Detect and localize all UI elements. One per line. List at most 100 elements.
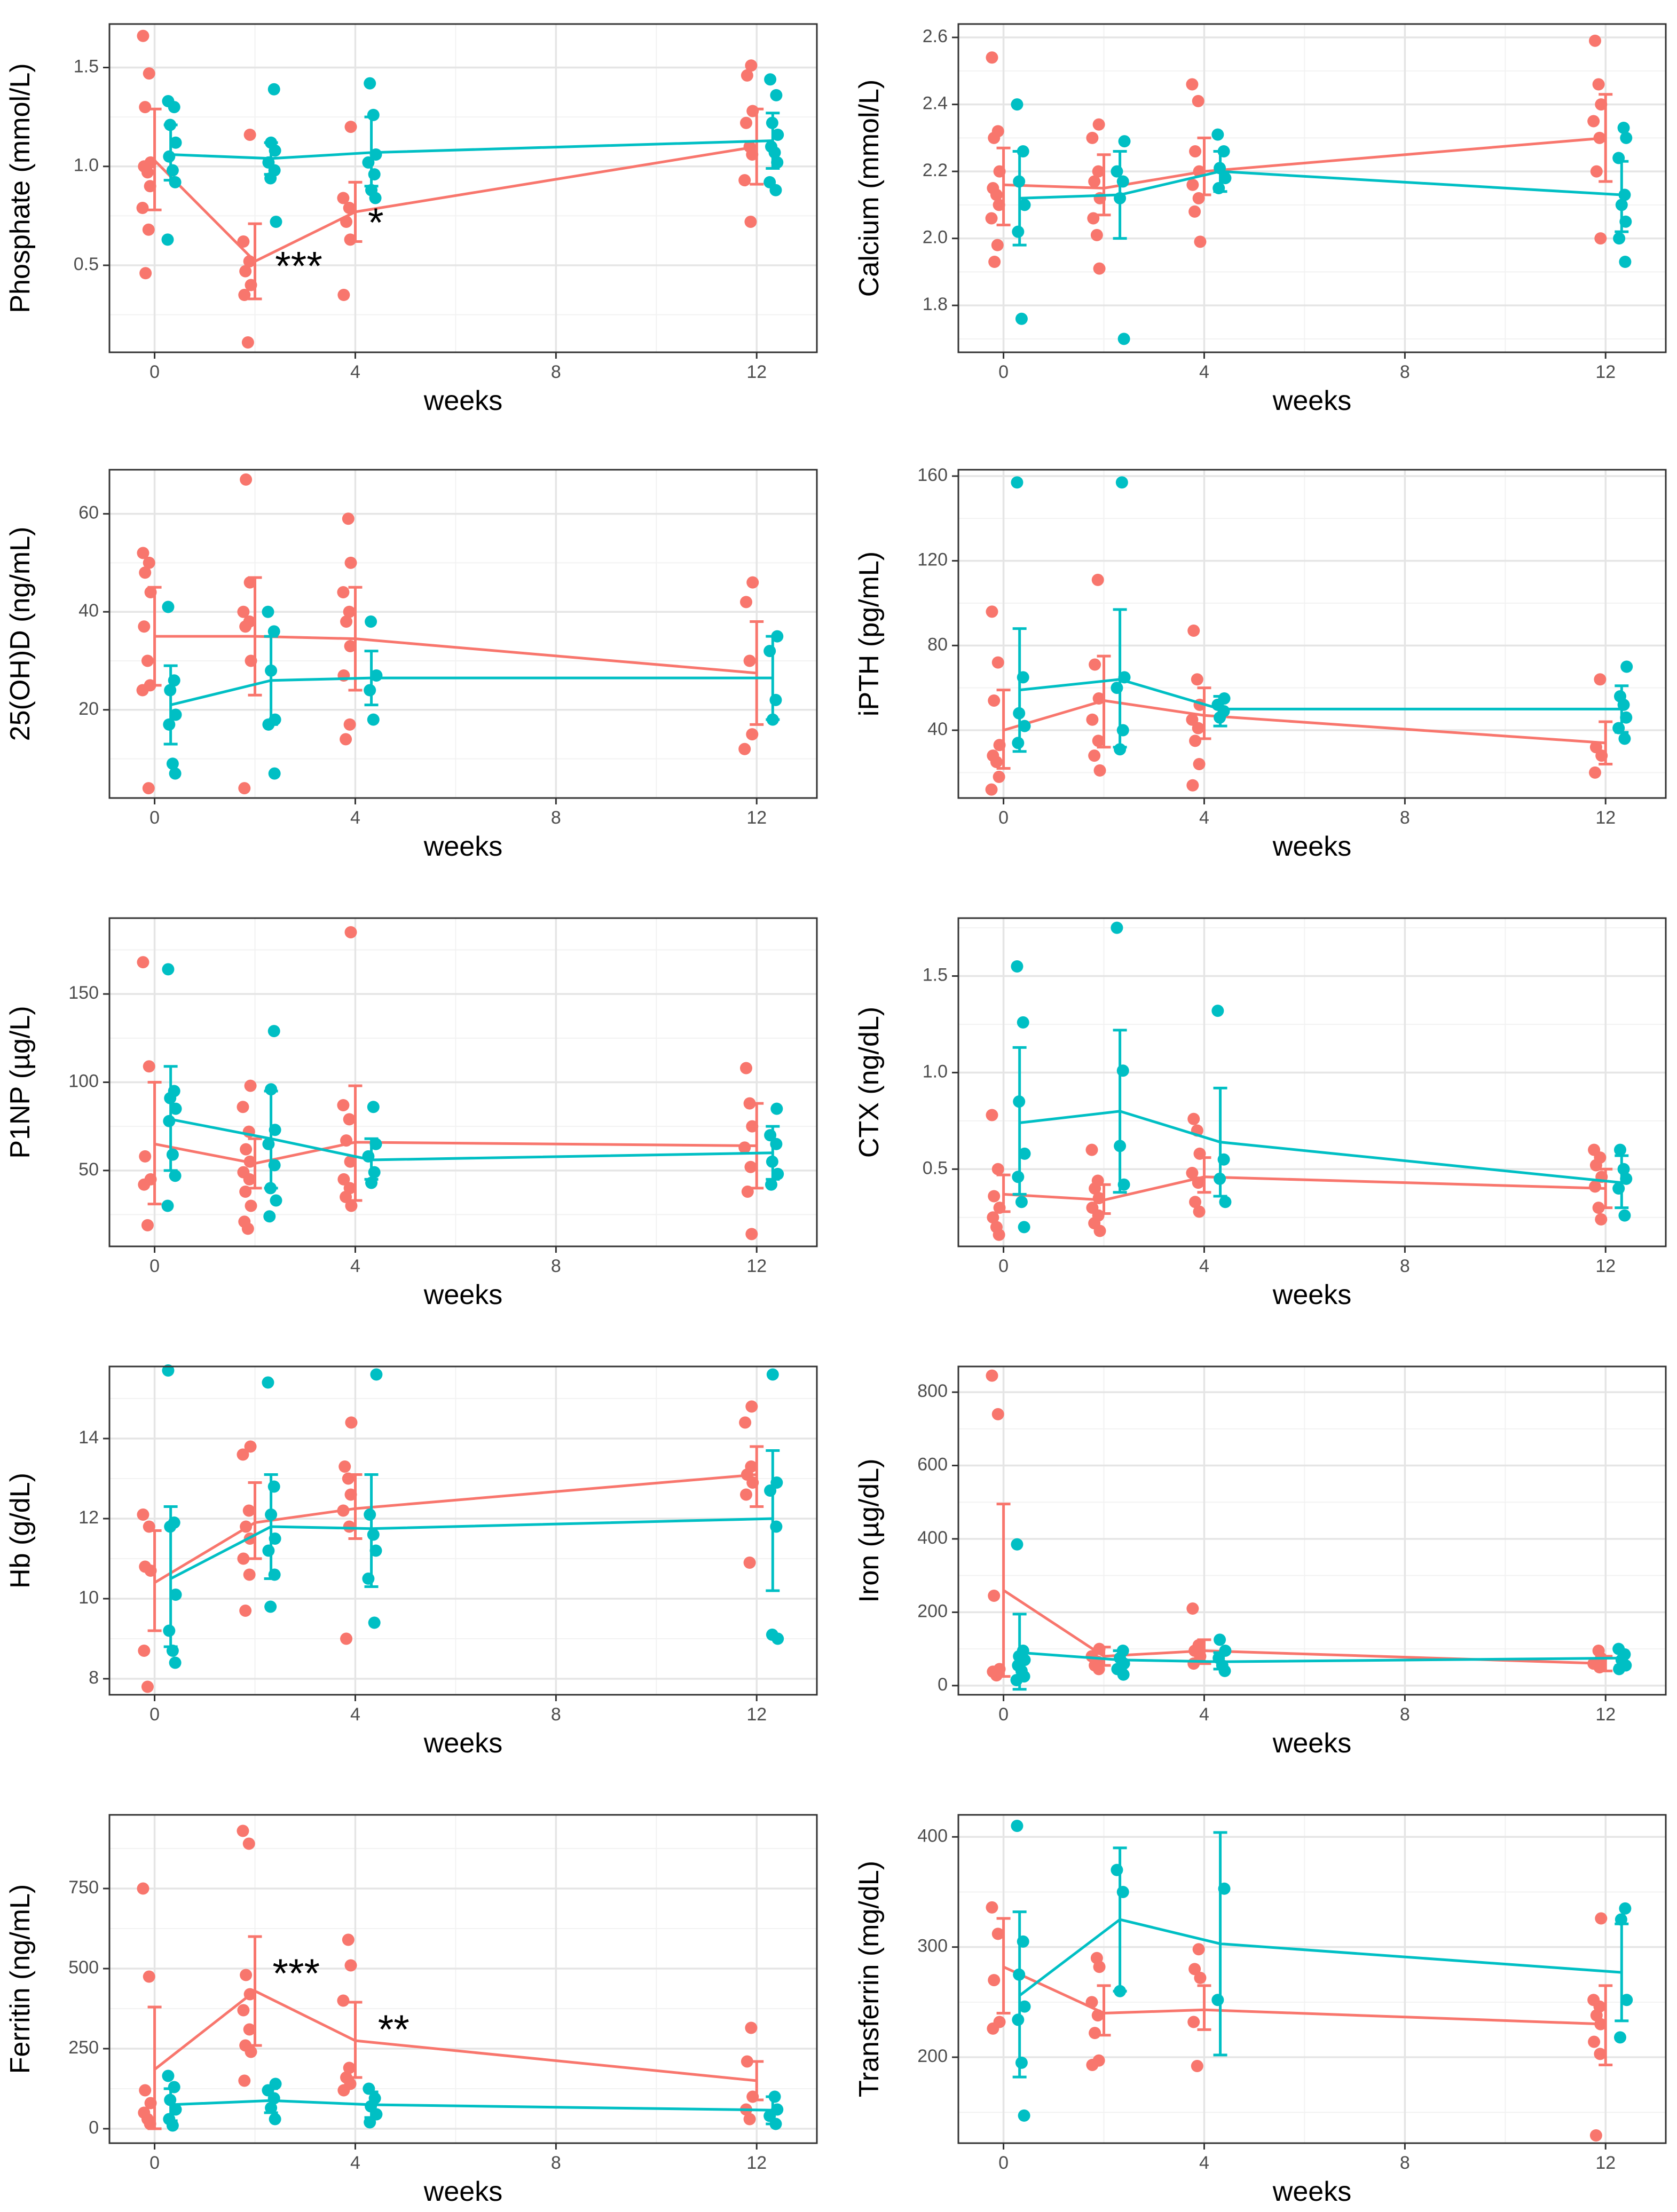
data-point [141,1219,154,1231]
data-point [369,1137,382,1150]
data-point [1620,660,1633,673]
data-point [1619,1902,1632,1915]
series-red [985,34,1613,275]
data-point [343,202,356,215]
data-point [244,1440,257,1453]
data-point [771,128,784,141]
data-point [1011,960,1023,973]
data-point [1219,172,1232,185]
error-bar [147,1529,162,1632]
data-point [338,1460,351,1473]
y-tick-label: 1.5 [74,56,99,76]
error-bar [1615,684,1629,734]
data-point [985,783,998,796]
data-point [741,69,753,82]
data-point [267,1025,280,1038]
data-point [1093,1961,1106,1973]
panel-border [108,1365,818,1696]
data-point [368,1616,381,1629]
data-point [240,1969,253,1981]
data-point [1087,212,1100,225]
data-point [270,215,282,228]
y-tick-label: 14 [78,1427,99,1448]
data-point [169,767,182,780]
panel-hb: 0 4 8 12 8 10 12 14 weeks Hb (g/dL) [5,1364,818,1759]
data-point [141,654,154,667]
data-point [337,2084,350,2097]
y-axis-title: CTX (ng/dL) [854,1007,885,1158]
panel-background [958,918,1666,1246]
data-point [238,782,251,795]
mean-line [170,1517,773,1580]
data-point [1589,1180,1601,1193]
y-tick-label: 150 [68,983,99,1003]
data-point [263,1210,276,1223]
y-tick-label: 0.5 [74,254,99,274]
data-point [1214,1633,1226,1646]
data-point [993,199,1005,211]
data-point [144,2118,156,2130]
error-bar [163,123,178,182]
series-teal [1011,476,1633,756]
mean-line [1019,1651,1622,1663]
data-point [169,1102,182,1115]
data-point [1192,94,1204,107]
panel-iron: 0 4 8 12 0 200 400 600 800 weeks Iron (µg/dL) [854,1365,1667,1759]
x-tick-label: 12 [746,1256,767,1276]
data-point [1189,734,1202,747]
data-point [1189,145,1202,157]
data-point [344,556,357,569]
error-bar [1197,1984,1211,2031]
error-bar [1615,1649,1629,1667]
y-tick-label: 80 [927,634,948,654]
data-point [764,73,777,86]
error-bar [248,222,262,301]
mean-line [154,635,757,675]
data-point [1592,1202,1605,1214]
error-bar [1097,654,1111,749]
data-point [988,256,1001,268]
x-tick-label: 0 [998,1256,1009,1276]
data-point [1617,122,1630,135]
x-tick-label: 4 [1199,1256,1209,1276]
x-tick-label: 4 [350,1704,360,1725]
data-point [1587,115,1600,128]
data-point [345,1199,358,1212]
data-point [262,1376,274,1389]
x-tick-label: 8 [551,1704,561,1725]
y-tick-label: 0.5 [923,1158,948,1178]
series-red [986,1901,1613,2142]
data-point [1588,2035,1601,2048]
data-point [238,289,251,302]
y-tick-label: 0 [938,1674,948,1695]
data-point [1589,766,1601,779]
data-point [243,576,256,589]
error-bar [1012,149,1027,247]
error-bar [364,2090,379,2119]
x-axis-title: weeks [423,1728,502,1759]
error-bar [1012,1613,1027,1691]
data-point [986,605,998,618]
error-bar [1615,160,1629,233]
error-bar [1599,1984,1613,2066]
data-point [268,767,281,780]
error-bar [1599,720,1613,766]
y-axis-title: Ferritin (ng/mL) [5,1884,36,2074]
x-tick-label: 8 [551,1256,561,1276]
data-point [1015,1196,1028,1208]
data-point [1613,1143,1626,1156]
data-point [139,1150,152,1163]
data-point [990,756,1003,769]
data-point [743,2113,756,2126]
data-point [1192,1943,1205,1956]
error-bar [1113,1649,1127,1671]
data-point [364,684,376,697]
data-point [1211,1994,1224,2006]
y-tick-label: 1.0 [923,1061,948,1081]
x-tick-label: 0 [998,808,1009,828]
data-point [1188,205,1201,218]
data-point [340,615,353,628]
data-point [1092,118,1105,131]
